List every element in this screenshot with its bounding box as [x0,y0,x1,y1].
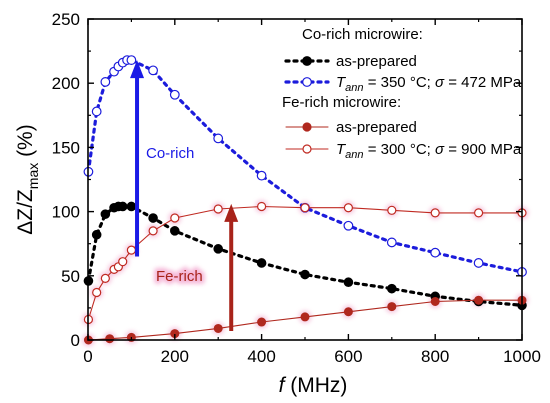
series-2-point-9 [430,296,440,306]
legend-label-1: Tann = 350 °C; σ = 472 MPa [336,74,522,94]
series-0-point-7 [148,213,158,223]
x-tick-label-3: 600 [334,347,362,366]
series-1-point-8 [148,65,159,76]
series-2-point-10 [474,295,484,305]
legend: Co-rich microwire: as-prepared Tann = 350 … [282,26,522,161]
legend-label-0: as-prepared [336,53,417,70]
series-3-point-5 [118,257,128,267]
series-0-point-6 [126,201,137,212]
series-1-line [86,58,524,274]
y-tick-label-4: 200 [52,74,80,93]
series-3-point-13 [387,205,397,215]
series-1-point-15 [430,247,441,258]
series-1-point-16 [473,258,484,268]
series-1-point-7 [126,55,137,65]
axes: 0 200 400 600 800 1000 0 50 100 150 200 250 f (MHz) Δ… [14,10,541,397]
y-tick-label-5: 250 [52,10,80,29]
series-0-point-12 [343,277,354,288]
legend-group-title-0: Co-rich microwire: [302,26,423,43]
series-1-point-1 [91,106,102,117]
series-3-point-11 [300,203,310,213]
series-2-point-1 [105,334,115,344]
annotation-0-arrow-head [130,60,145,79]
series-3-point-6 [126,245,136,255]
x-tick-label-5: 1000 [503,347,541,366]
y-tick-label-2: 100 [52,203,80,222]
legend-label-2: as-prepared [336,119,417,136]
legend-marker-1 [302,77,312,87]
series-1-point-10 [213,133,224,144]
y-axis-title: ΔZ/Zmax (%) [14,124,41,234]
legend-marker-2 [302,122,312,132]
series-1-point-9 [169,89,180,100]
series-1-point-2 [100,77,111,87]
series-2-point-7 [343,307,353,317]
series-3-point-12 [343,203,353,213]
y-tick-label-3: 150 [52,138,80,157]
legend-label-3: Tann = 300 °C; σ = 900 MPa [336,141,522,161]
series-2-point-5 [257,317,267,327]
series-0-point-8 [170,226,180,236]
legend-marker-0 [302,56,312,66]
legend-marker-3 [302,144,312,154]
x-tick-label-4: 800 [421,347,449,366]
x-tick-label-0: 0 [83,347,92,366]
annotation-1-label: Fe-rich [156,268,203,285]
series-0-point-1 [91,229,102,240]
series-0-point-5 [117,201,128,212]
series-layer [81,55,529,347]
series-3-point-1 [92,287,102,298]
series-0-point-2 [100,209,111,219]
series-1-point-13 [343,220,354,231]
x-axis-title: f (MHz) [279,374,348,397]
legend-group-title-1: Fe-rich microwire: [282,94,401,111]
annotation-1-arrow-head [224,203,239,222]
series-3-point-2 [100,273,110,283]
series-3-line [87,205,523,321]
series-2-point-4 [213,323,223,333]
series-3-point-8 [170,213,180,223]
series-0-point-9 [213,244,223,254]
series-3-point-15 [474,208,484,218]
annotation-0-label: Co-rich [146,145,194,162]
y-tick-label-1: 50 [61,267,80,286]
series-0-point-10 [256,258,267,268]
series-1-point-14 [386,237,397,248]
x-tick-label-2: 400 [247,347,275,366]
series-1-point-11 [256,170,267,181]
series-3-point-10 [257,201,267,212]
annotation-1-halo: Fe-rich [156,268,203,285]
y-tick-label-0: 0 [71,331,80,350]
series-2-point-6 [300,312,310,322]
series-2-point-8 [387,302,397,312]
series-3-point-9 [213,204,223,214]
x-tick-label-1: 200 [161,347,189,366]
series-0-point-13 [387,283,397,294]
series-3-point-14 [430,208,440,218]
series-3-point-7 [148,226,158,236]
series-0-point-11 [300,269,310,280]
